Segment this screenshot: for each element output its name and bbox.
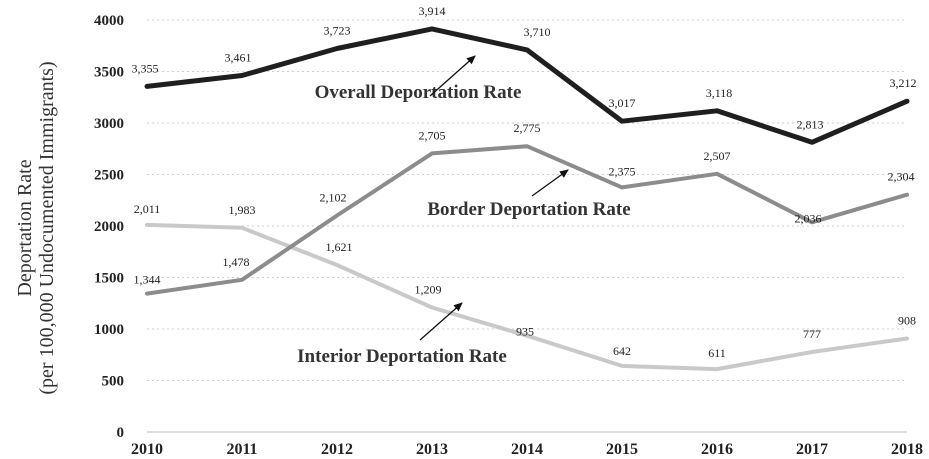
y-tick-label: 0 <box>117 425 125 441</box>
y-tick-label: 1500 <box>94 271 124 287</box>
data-label: 2,304 <box>888 170 915 184</box>
y-tick-label: 3500 <box>94 65 124 81</box>
data-label: 2,375 <box>609 164 636 178</box>
x-tick-label: 2014 <box>511 441 543 458</box>
y-axis-ticks: 0 500 1000 1500 2000 2500 3000 3500 4000 <box>94 13 124 441</box>
series-line-1 <box>145 144 909 296</box>
data-label: 3,723 <box>324 24 351 38</box>
y-axis-title-line2: (per 100,000 Undocumented Immigrants) <box>36 61 58 394</box>
x-tick-label: 2016 <box>701 441 733 458</box>
x-tick-label: 2017 <box>796 441 828 458</box>
data-label: 2,011 <box>134 202 161 216</box>
x-tick-label: 2011 <box>226 441 257 458</box>
data-label: 908 <box>898 313 916 327</box>
data-label: 777 <box>803 327 821 341</box>
data-label: 2,813 <box>797 117 824 131</box>
data-label: 642 <box>613 344 631 358</box>
data-label: 1,621 <box>326 240 353 254</box>
series-name-label: Overall Deportation Rate <box>315 82 522 103</box>
data-label: 3,461 <box>225 51 252 65</box>
y-tick-label: 1000 <box>94 322 124 338</box>
annotation-arrow <box>531 169 569 197</box>
x-tick-label: 2015 <box>606 441 638 458</box>
data-label: 2,705 <box>419 128 446 142</box>
data-label: 3,355 <box>132 61 159 75</box>
data-label: 3,212 <box>890 76 917 90</box>
x-tick-label: 2010 <box>131 441 163 458</box>
data-label: 2,507 <box>704 149 731 163</box>
data-label: 1,983 <box>229 203 256 217</box>
data-label: 2,775 <box>514 121 541 135</box>
annotation-arrow <box>429 55 476 97</box>
series-annotations: Overall Deportation Rate Border Deportati… <box>297 55 631 367</box>
grid-lines <box>147 19 907 433</box>
data-label: 2,102 <box>320 190 347 204</box>
series-name-label: Border Deportation Rate <box>427 199 630 220</box>
y-tick-label: 2000 <box>94 219 124 235</box>
data-label: 3,710 <box>524 25 551 39</box>
data-label: 611 <box>708 346 726 360</box>
data-labels: 3,355 3,461 3,723 3,914 3,710 3,017 3,118 2,813… <box>132 4 917 360</box>
y-tick-label: 2500 <box>94 168 124 184</box>
series-line-0 <box>144 26 910 145</box>
y-tick-label: 500 <box>102 374 125 390</box>
annotation-arrow <box>419 302 463 341</box>
y-axis-title-line1: Deportation Rate <box>14 159 36 296</box>
series-name-label: Interior Deportation Rate <box>297 346 507 367</box>
data-label: 1,209 <box>415 282 442 296</box>
x-tick-label: 2013 <box>416 441 448 458</box>
data-label: 1,478 <box>223 255 250 269</box>
data-label: 3,914 <box>419 4 446 18</box>
data-label: 2,036 <box>795 211 822 225</box>
x-axis-ticks: 2010 2011 2012 2013 2014 2015 2016 2017 2018 <box>131 441 923 458</box>
x-tick-label: 2012 <box>321 441 353 458</box>
y-axis-title: Deportation Rate (per 100,000 Undocument… <box>14 61 58 394</box>
series-line-2 <box>145 222 909 372</box>
data-label: 935 <box>516 325 534 339</box>
y-tick-label: 3000 <box>94 116 124 132</box>
x-tick-label: 2018 <box>891 441 923 458</box>
data-label: 3,118 <box>706 86 733 100</box>
data-label: 1,344 <box>134 273 161 287</box>
series-lines <box>144 26 910 372</box>
y-tick-label: 4000 <box>94 13 124 29</box>
data-label: 3,017 <box>609 96 636 110</box>
